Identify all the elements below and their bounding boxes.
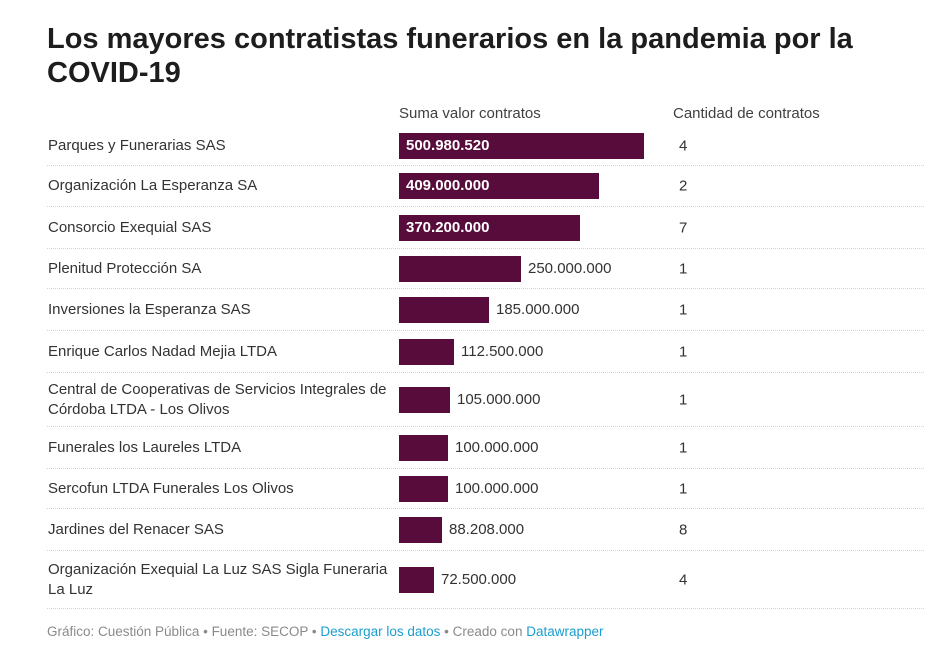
credit-text: Gráfico: Cuestión Pública	[47, 624, 200, 639]
category-label: Jardines del Renacer SAS	[48, 521, 224, 538]
created-with-text: Creado con	[452, 624, 527, 639]
datawrapper-link[interactable]: Datawrapper	[526, 624, 604, 639]
category-label: Organización Exequial La Luz SAS Sigla F…	[48, 561, 388, 598]
value-label: 105.000.000	[457, 391, 541, 408]
contract-count: 1	[679, 391, 688, 409]
footer: Gráfico: Cuestión Pública • Fuente: SECO…	[47, 624, 604, 639]
category-label: Plenitud Protección SA	[48, 260, 202, 277]
chart-row: Enrique Carlos Nadad Mejia LTDA 112.500.0…	[47, 332, 924, 373]
value-label: 185.000.000	[496, 301, 580, 318]
contract-count: 4	[679, 137, 688, 155]
contract-count: 4	[679, 571, 688, 589]
bar	[399, 387, 450, 413]
value-label: 370.200.000	[406, 219, 490, 236]
chart-row: Consorcio Exequial SAS 370.200.000 7	[47, 208, 924, 249]
contract-count: 8	[679, 521, 688, 539]
category-label: Consorcio Exequial SAS	[48, 219, 212, 236]
value-label: 500.980.520	[406, 137, 490, 154]
contract-count: 2	[679, 177, 688, 195]
count-column-header: Cantidad de contratos	[673, 105, 820, 122]
separator: •	[440, 624, 453, 639]
bar	[399, 476, 448, 502]
bar	[399, 567, 434, 593]
contract-count: 1	[679, 301, 688, 319]
bar	[399, 256, 521, 282]
chart-row: Plenitud Protección SA 250.000.000 1	[47, 250, 924, 289]
contract-count: 1	[679, 343, 688, 361]
bar	[399, 517, 442, 543]
value-label: 409.000.000	[406, 177, 490, 194]
bar	[399, 133, 644, 159]
chart-row: Funerales los Laureles LTDA 100.000.000 1	[47, 428, 924, 469]
separator: •	[199, 624, 212, 639]
chart-row: Central de Cooperativas de Servicios Int…	[47, 374, 924, 427]
value-label: 250.000.000	[528, 260, 612, 277]
bar	[399, 297, 489, 323]
contract-count: 1	[679, 260, 688, 278]
category-label: Parques y Funerarias SAS	[48, 137, 226, 154]
download-data-link[interactable]: Descargar los datos	[320, 624, 441, 639]
category-label: Sercofun LTDA Funerales Los Olivos	[48, 480, 294, 497]
chart-row: Organización Exequial La Luz SAS Sigla F…	[47, 552, 924, 609]
chart-title: Los mayores contratistas funerarios en l…	[47, 23, 853, 89]
category-label: Funerales los Laureles LTDA	[48, 439, 242, 456]
value-label: 100.000.000	[455, 439, 539, 456]
chart-row: Parques y Funerarias SAS 500.980.520 4	[47, 127, 924, 166]
bar	[399, 215, 580, 241]
chart-row: Sercofun LTDA Funerales Los Olivos 100.00…	[47, 470, 924, 509]
category-label: Enrique Carlos Nadad Mejia LTDA	[48, 343, 277, 360]
value-column-header: Suma valor contratos	[399, 105, 541, 122]
category-label: Inversiones la Esperanza SAS	[48, 301, 251, 318]
value-label: 88.208.000	[449, 521, 525, 538]
chart-row: Organización La Esperanza SA 409.000.000 2	[47, 166, 924, 207]
bar	[399, 435, 448, 461]
value-label: 72.500.000	[441, 571, 517, 588]
bar	[399, 339, 454, 365]
chart-row: Jardines del Renacer SAS 88.208.000 8	[47, 510, 924, 551]
category-label: Organización La Esperanza SA	[48, 177, 258, 194]
bar	[399, 173, 599, 199]
contract-count: 1	[679, 480, 688, 498]
separator: •	[308, 624, 321, 639]
source-text: Fuente: SECOP	[211, 624, 309, 639]
value-label: 112.500.000	[461, 343, 544, 360]
value-label: 100.000.000	[455, 480, 539, 497]
contract-count: 1	[679, 439, 688, 457]
category-label: Central de Cooperativas de Servicios Int…	[48, 381, 387, 418]
contract-count: 7	[679, 219, 688, 237]
chart-row: Inversiones la Esperanza SAS 185.000.000 1	[47, 290, 924, 331]
